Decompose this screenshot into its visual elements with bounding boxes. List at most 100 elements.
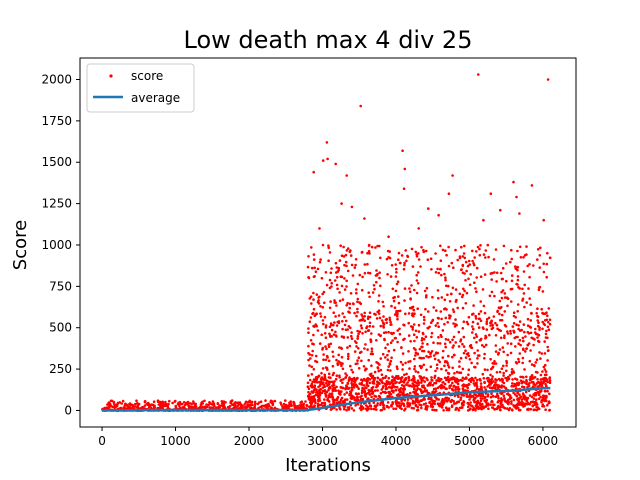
score-point [430,331,434,335]
score-point [188,402,192,405]
score-point [535,312,538,315]
score-point [376,366,380,369]
score-point [322,290,326,294]
score-point [522,402,526,406]
score-point [410,284,413,287]
score-point [534,327,537,331]
score-point [440,273,443,277]
score-point [324,336,328,340]
score-point [347,378,351,381]
score-point [372,407,376,411]
score-point [414,380,417,384]
score-point [534,361,538,364]
score-point [420,337,424,340]
score-point [544,389,547,393]
score-point [452,389,455,392]
score-point [546,359,549,362]
score-point [311,380,314,384]
score-point [459,398,462,402]
score-point [413,357,416,361]
score-point [137,402,141,406]
score-point [390,264,394,267]
score-point [483,396,487,400]
score-point [522,339,525,343]
score-point [379,403,382,407]
y-tick-label: 500 [49,321,72,335]
score-point [537,407,541,411]
score-point [367,388,371,392]
score-point [494,321,497,325]
score-point [498,370,502,374]
score-point [367,315,370,319]
score-point [536,248,540,251]
score-point [339,244,343,247]
score-point [482,345,486,349]
score-point [288,403,292,406]
score-point [432,306,436,309]
score-point [484,336,487,340]
score-point [476,349,480,352]
score-point [192,402,196,405]
score-point [339,408,342,411]
score-point [323,301,326,305]
score-point [437,398,441,401]
score-point [475,378,479,382]
score-point [368,252,371,255]
score-point [464,260,468,264]
score-point [468,263,472,266]
score-point [374,313,377,316]
score-point [387,376,391,380]
score-point [362,384,366,387]
score-point [394,336,398,340]
score-point [538,266,542,269]
score-point [456,385,460,389]
score-point [385,404,389,408]
score-point [388,362,392,365]
score-point [396,317,399,321]
score-point [350,337,354,341]
score-point [466,405,470,409]
score-point [407,312,411,315]
score-point [506,407,509,410]
score-point [361,386,364,390]
score-point [516,303,520,306]
score-point [495,371,499,374]
score-point [443,382,447,386]
score-point [397,258,400,262]
score-point [543,368,547,371]
score-point [529,407,533,411]
x-tick-label: 1000 [160,434,191,448]
score-point [514,265,517,268]
score-point [510,274,514,277]
score-point [334,315,337,318]
score-point [481,397,484,400]
score-point [473,281,476,285]
score-point [394,400,398,403]
score-point [478,317,482,321]
score-point [325,283,329,287]
score-point [319,380,323,383]
score-point [508,374,512,377]
score-point [361,332,364,335]
score-point [480,344,484,347]
score-point [187,404,191,408]
score-point [384,375,388,378]
score-point [421,345,424,349]
score-point [540,378,544,381]
score-point [310,246,313,249]
score-point [373,389,377,392]
score-point [516,265,520,269]
score-point [546,251,549,255]
score-point [321,306,325,309]
score-point [363,315,367,318]
score-point [444,316,448,320]
score-point [333,386,337,390]
score-point [401,363,405,366]
score-point [236,404,240,408]
score-point [498,408,502,412]
score-point [400,254,404,257]
score-point [499,318,502,322]
score-point [356,329,359,333]
score-point [548,256,552,260]
score-point [545,373,548,377]
